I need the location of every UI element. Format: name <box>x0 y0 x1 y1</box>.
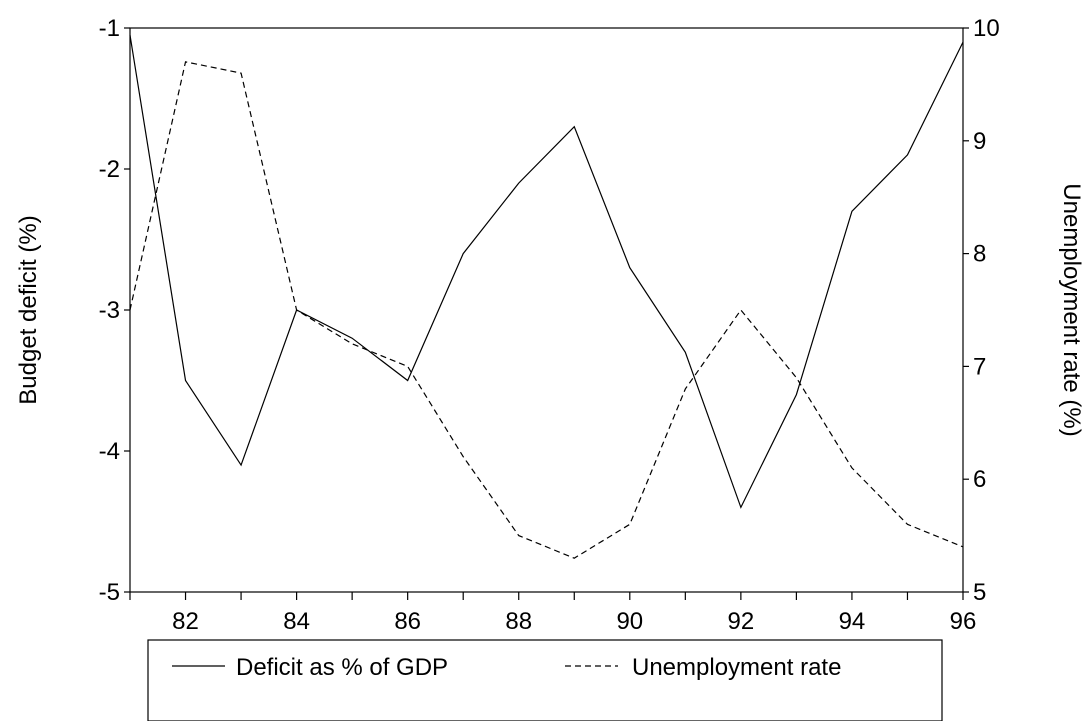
right-tick-label: 7 <box>973 353 986 380</box>
unemployment-series-line <box>129 61 964 559</box>
right-tick-label: 10 <box>973 15 1000 42</box>
right-tick-label: 5 <box>973 579 986 606</box>
x-tick-label: 86 <box>394 608 421 635</box>
left-tick-label: -2 <box>99 156 120 183</box>
x-tick-label: 96 <box>950 608 977 635</box>
legend-label-unemployment: Unemployment rate <box>632 654 841 681</box>
left-axis-ticks: -5 -4 -3 -2 -1 <box>99 15 130 606</box>
x-tick-label: 88 <box>505 608 532 635</box>
right-axis-ticks: 5 6 7 8 9 10 <box>963 15 1000 606</box>
x-tick-label: 90 <box>616 608 643 635</box>
right-tick-label: 6 <box>973 466 986 493</box>
left-tick-label: -1 <box>99 15 120 42</box>
right-axis-title: Unemployment rate (%) <box>1058 183 1085 436</box>
plot-frame <box>129 27 964 593</box>
left-tick-label: -5 <box>99 579 120 606</box>
deficit-series-line <box>129 34 964 509</box>
left-tick-label: -4 <box>99 438 120 465</box>
x-tick-label: 92 <box>728 608 755 635</box>
left-tick-label: -3 <box>99 297 120 324</box>
x-tick-label: 84 <box>283 608 310 635</box>
plot-area: -5 -4 -3 -2 -1 5 6 7 8 9 10 82 84 86 88 90 92 94 96 <box>99 15 1000 635</box>
series-lines <box>129 34 964 559</box>
left-axis-title: Budget deficit (%) <box>15 215 42 404</box>
legend: Deficit as % of GDP Unemployment rate <box>147 639 943 721</box>
legend-label-deficit: Deficit as % of GDP <box>236 654 448 681</box>
legend-box <box>147 639 943 721</box>
x-tick-label: 94 <box>839 608 866 635</box>
right-tick-label: 8 <box>973 241 986 268</box>
x-axis-ticks: 82 84 86 88 90 92 94 96 <box>129 592 977 635</box>
x-tick-label: 82 <box>172 608 199 635</box>
right-tick-label: 9 <box>973 128 986 155</box>
